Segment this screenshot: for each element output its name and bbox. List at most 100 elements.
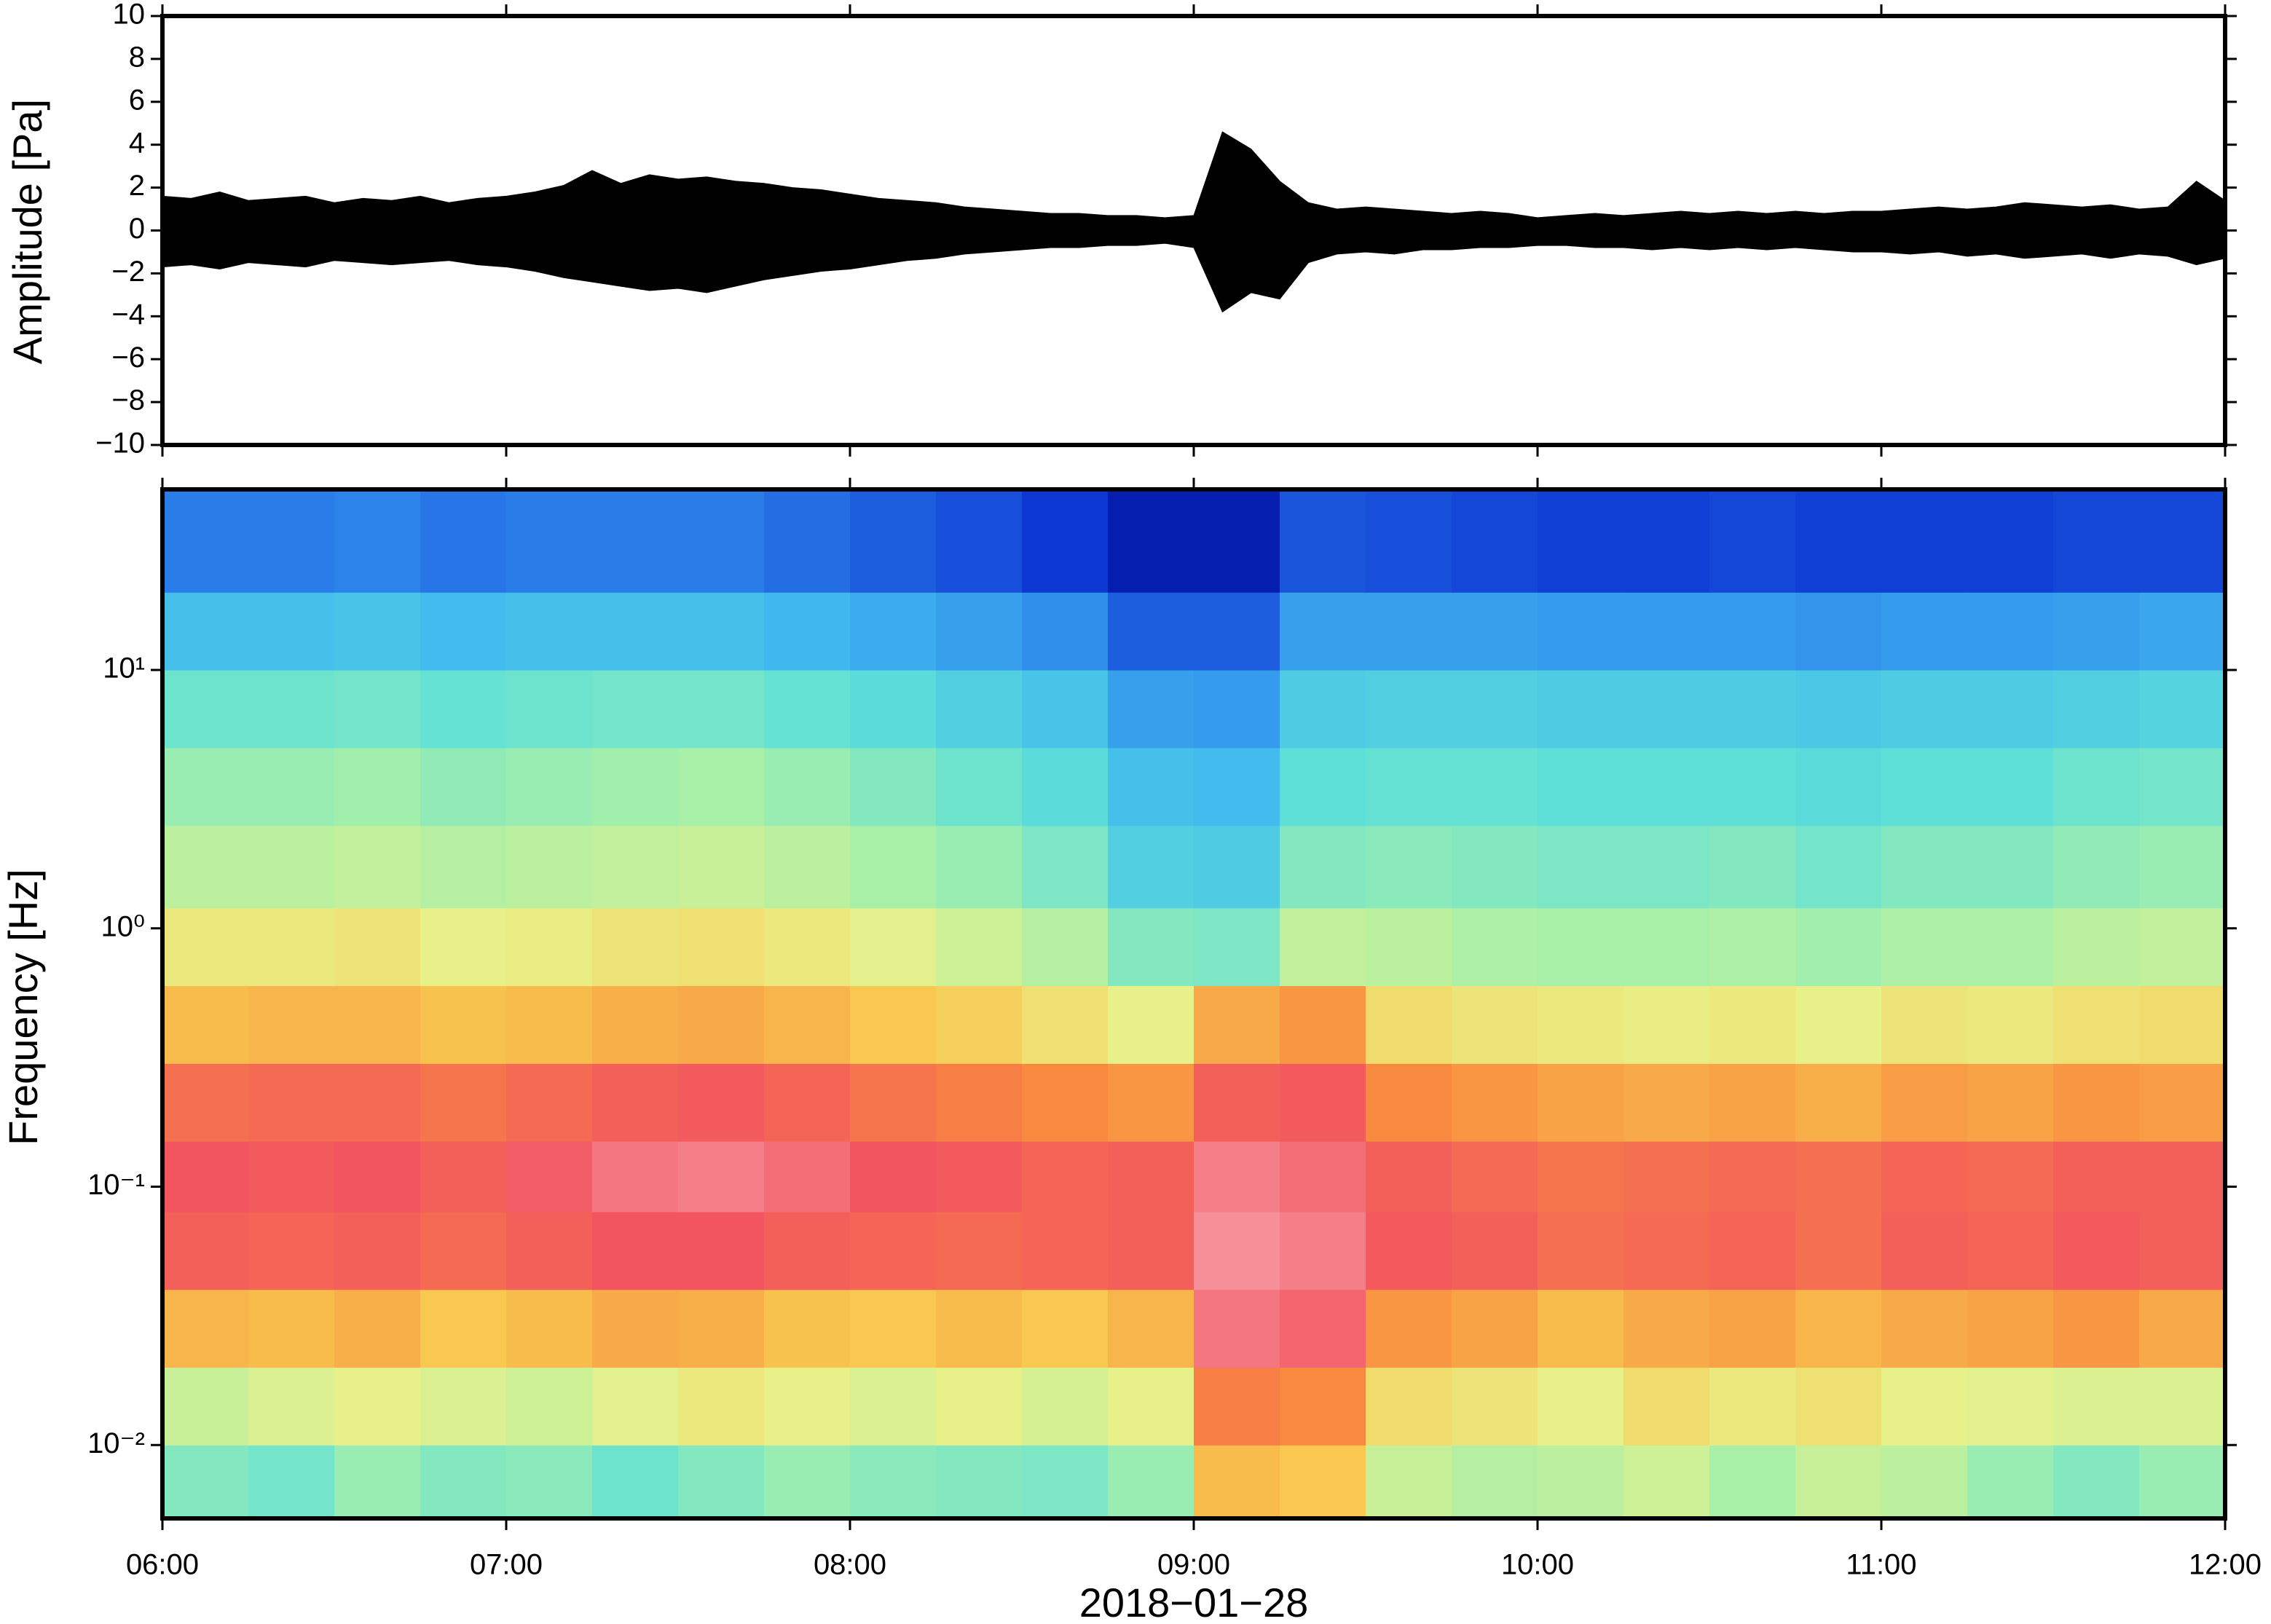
y-axis-title: Amplitude [Pa] bbox=[4, 99, 50, 364]
heatmap-cell bbox=[1709, 1211, 1796, 1290]
heatmap-cell bbox=[1452, 1445, 1538, 1519]
heatmap-cell bbox=[1795, 825, 1882, 909]
heatmap-cell bbox=[1967, 825, 2054, 909]
heatmap-cell bbox=[592, 985, 679, 1064]
heatmap-cell bbox=[678, 489, 765, 593]
heatmap-cell bbox=[2139, 1141, 2226, 1213]
heatmap-cell bbox=[506, 825, 593, 909]
heatmap-cell bbox=[1366, 1211, 1452, 1290]
heatmap-cell bbox=[334, 592, 421, 671]
heatmap-cell bbox=[334, 1141, 421, 1213]
heatmap-cell bbox=[1795, 1063, 1882, 1142]
heatmap-cell bbox=[1108, 669, 1194, 749]
heatmap-cell bbox=[1366, 669, 1452, 749]
heatmap-cell bbox=[2053, 1445, 2140, 1519]
heatmap-cell bbox=[1709, 489, 1796, 593]
heatmap-cell bbox=[1022, 985, 1109, 1064]
heatmap-cell bbox=[592, 489, 679, 593]
heatmap-cell bbox=[1366, 1445, 1452, 1519]
heatmap-cell bbox=[1623, 592, 1710, 671]
heatmap-cell bbox=[678, 1289, 765, 1368]
heatmap-cell bbox=[2139, 669, 2226, 749]
heatmap-cell bbox=[1709, 825, 1796, 909]
heatmap-cell bbox=[1194, 1289, 1280, 1368]
heatmap-cell bbox=[2139, 1289, 2226, 1368]
heatmap-cell bbox=[764, 1063, 851, 1142]
heatmap-cell bbox=[1795, 592, 1882, 671]
heatmap-cell bbox=[1795, 907, 1882, 987]
y-tick-label: 8 bbox=[129, 41, 145, 73]
heatmap-cell bbox=[1538, 907, 1624, 987]
heatmap-cell bbox=[1881, 489, 1968, 593]
heatmap-cell bbox=[936, 1367, 1023, 1446]
heatmap-cell bbox=[506, 1445, 593, 1519]
heatmap-cell bbox=[162, 907, 249, 987]
heatmap-cell bbox=[1194, 747, 1280, 827]
heatmap-cell bbox=[764, 1141, 851, 1213]
heatmap-cell bbox=[420, 1367, 507, 1446]
heatmap-cell bbox=[1366, 1367, 1452, 1446]
heatmap-cell bbox=[592, 1289, 679, 1368]
heatmap-cell bbox=[1623, 1289, 1710, 1368]
heatmap-cell bbox=[1538, 825, 1624, 909]
heatmap-cell bbox=[936, 985, 1023, 1064]
heatmap-cell bbox=[678, 669, 765, 749]
heatmap-cell bbox=[592, 747, 679, 827]
heatmap-cell bbox=[1452, 592, 1538, 671]
heatmap-cell bbox=[764, 1445, 851, 1519]
heatmap-cell bbox=[850, 592, 937, 671]
heatmap-cell bbox=[1623, 1141, 1710, 1213]
heatmap-cell bbox=[1366, 747, 1452, 827]
x-tick-label: 08:00 bbox=[814, 1549, 886, 1581]
heatmap-cell bbox=[764, 1211, 851, 1290]
heatmap-cell bbox=[1280, 985, 1366, 1064]
heatmap-cell bbox=[936, 907, 1023, 987]
heatmap-cell bbox=[1881, 985, 1968, 1064]
heatmap-cell bbox=[1194, 592, 1280, 671]
y-tick-label: 10 bbox=[113, 0, 146, 31]
heatmap-cell bbox=[936, 669, 1023, 749]
heatmap-cell bbox=[1452, 825, 1538, 909]
heatmap-cell bbox=[592, 907, 679, 987]
heatmap-cell bbox=[420, 1211, 507, 1290]
heatmap-cell bbox=[1623, 489, 1710, 593]
heatmap-cell bbox=[162, 747, 249, 827]
heatmap-cell bbox=[764, 592, 851, 671]
heatmap-cell bbox=[2139, 985, 2226, 1064]
heatmap-cell bbox=[764, 747, 851, 827]
heatmap-cell bbox=[1795, 985, 1882, 1064]
x-tick-label: 06:00 bbox=[126, 1549, 199, 1581]
heatmap-cell bbox=[1452, 1367, 1538, 1446]
heatmap-cell bbox=[1366, 985, 1452, 1064]
heatmap-cell bbox=[162, 592, 249, 671]
heatmap-cell bbox=[248, 1211, 335, 1290]
heatmap-cell bbox=[2139, 1445, 2226, 1519]
heatmap-cell bbox=[592, 669, 679, 749]
heatmap-cell bbox=[248, 1445, 335, 1519]
heatmap-cell bbox=[1881, 592, 1968, 671]
y-tick-label: 10⁻² bbox=[87, 1427, 145, 1459]
heatmap-cell bbox=[1280, 1367, 1366, 1446]
heatmap-cell bbox=[936, 1445, 1023, 1519]
heatmap-cell bbox=[2053, 825, 2140, 909]
heatmap-cell bbox=[162, 1289, 249, 1368]
heatmap-cell bbox=[1108, 747, 1194, 827]
heatmap-cell bbox=[850, 1141, 937, 1213]
y-tick-label: 10¹ bbox=[103, 653, 145, 685]
heatmap-cell bbox=[2139, 1367, 2226, 1446]
heatmap-cell bbox=[1108, 1289, 1194, 1368]
heatmap-cell bbox=[506, 1063, 593, 1142]
heatmap-cell bbox=[1280, 592, 1366, 671]
heatmap-cell bbox=[850, 1445, 937, 1519]
heatmap-cell bbox=[334, 669, 421, 749]
y-tick-label: −2 bbox=[111, 256, 145, 288]
heatmap-cell bbox=[1280, 1289, 1366, 1368]
heatmap-cell bbox=[2053, 669, 2140, 749]
heatmap-cell bbox=[1795, 1445, 1882, 1519]
heatmap-cell bbox=[1022, 1211, 1109, 1290]
heatmap-cell bbox=[334, 825, 421, 909]
heatmap-cell bbox=[936, 1211, 1023, 1290]
heatmap-cell bbox=[1795, 747, 1882, 827]
y-tick-label: 4 bbox=[129, 127, 145, 159]
heatmap-cell bbox=[506, 1289, 593, 1368]
